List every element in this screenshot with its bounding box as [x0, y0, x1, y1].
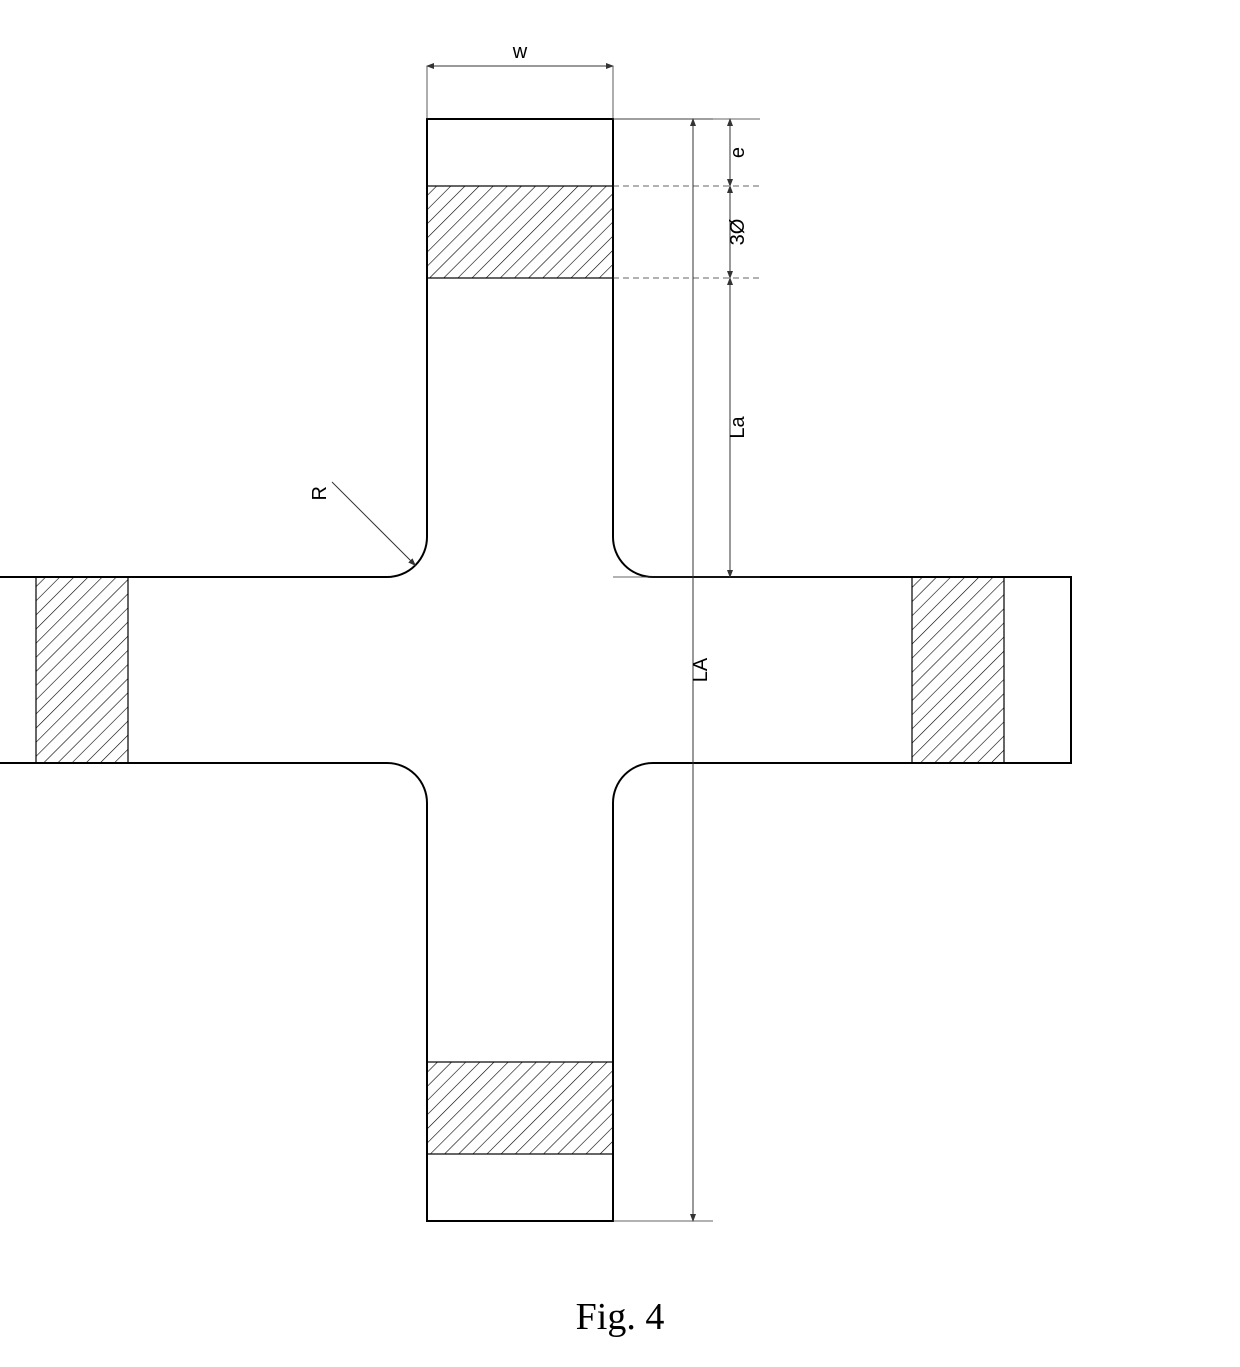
- figure-container: w e 3Ø La LA R: [0, 0, 1240, 1287]
- technical-drawing: w e 3Ø La LA R: [0, 0, 1240, 1287]
- dim-w: w: [427, 41, 613, 119]
- svg-text:La: La: [727, 416, 749, 439]
- figure-caption: Fig. 4: [0, 1295, 1240, 1339]
- dim-LA: LA: [690, 119, 712, 1221]
- svg-text:3Ø: 3Ø: [727, 219, 749, 246]
- svg-text:e: e: [727, 147, 749, 158]
- svg-text:R: R: [309, 486, 331, 500]
- hatch-band-top: [427, 186, 613, 278]
- dim-La: La: [727, 278, 749, 577]
- dim-3d: 3Ø: [727, 186, 749, 278]
- cross-outline: [0, 119, 1071, 1221]
- svg-text:w: w: [512, 41, 528, 63]
- hatch-band-right: [912, 577, 1004, 763]
- hatch-band-bottom: [427, 1062, 613, 1154]
- radius-leader: R: [309, 482, 415, 565]
- hatch-band-left: [36, 577, 128, 763]
- dim-extensions: [613, 119, 760, 1221]
- dim-e: e: [727, 119, 749, 186]
- svg-text:LA: LA: [690, 657, 712, 682]
